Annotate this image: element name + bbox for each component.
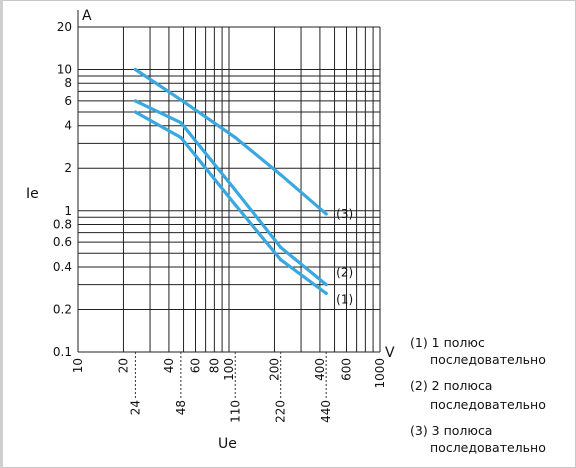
data-point-s1: [179, 135, 183, 140]
data-point-s3: [324, 212, 328, 216]
series-end-label: (1): [336, 292, 353, 306]
data-point-s2: [179, 121, 183, 125]
data-point-s2: [133, 99, 138, 103]
data-point-s3: [179, 98, 183, 102]
x-axis-title: Ue: [218, 436, 237, 452]
data-point-s1: [324, 291, 328, 295]
x-unit-label: V: [385, 345, 395, 361]
ref-value-label: 220: [274, 400, 288, 423]
y-tick-label: 4: [64, 119, 72, 133]
y-tick-label: 8: [64, 76, 72, 90]
x-tick-label: 100: [222, 358, 236, 381]
y-tick-label: 10: [57, 63, 72, 77]
x-tick-label: 10: [71, 358, 85, 373]
left-border: [0, 0, 3, 468]
y-tick-label: 0.4: [53, 260, 72, 274]
ref-value-label: 110: [228, 400, 242, 423]
y-tick-label: 20: [57, 20, 72, 34]
x-tick-label: 20: [116, 358, 130, 373]
data-point-s2: [279, 245, 283, 250]
legend-item-2-text: последовательно: [430, 397, 546, 412]
data-point-s2: [324, 283, 328, 287]
y-tick-label: 0.8: [53, 217, 72, 231]
data-point-s1: [233, 203, 237, 207]
x-tick-label: 80: [207, 358, 221, 373]
series-line-1: [133, 110, 328, 295]
legend-item-1-text: последовательно: [430, 352, 546, 367]
x-tick-label: 600: [340, 358, 354, 381]
x-tick-label: 40: [162, 358, 176, 373]
y-tick-label: 0.1: [53, 345, 72, 359]
legend-item-3-text: последовательно: [430, 440, 546, 455]
series-end-label: (3): [336, 207, 353, 221]
x-tick-label: 60: [189, 358, 203, 373]
legend-item-2-key: (2) 2 полюса: [410, 378, 493, 393]
data-point-s3: [279, 173, 283, 177]
x-tick-label: 1000: [373, 358, 387, 389]
y-tick-label: 0.6: [53, 235, 72, 249]
legend-item-1-key: (1) 1 полюс: [410, 335, 485, 350]
y-axis-title: Ie: [26, 186, 39, 202]
data-point-s2: [233, 188, 237, 192]
y-tick-label: 6: [64, 94, 72, 108]
y-tick-label: 1: [64, 204, 72, 218]
data-point-s1: [133, 110, 138, 114]
x-tick-label: 200: [267, 358, 281, 381]
y-tick-label: 2: [64, 161, 72, 175]
ref-value-label: 24: [128, 400, 142, 415]
data-point-s3: [133, 67, 138, 72]
data-point-s1: [279, 258, 283, 262]
data-point-s3: [233, 135, 237, 140]
legend-item-3-key: (3) 3 полюса: [410, 423, 493, 438]
series-end-label: (2): [336, 266, 353, 280]
x-tick-label: 400: [313, 358, 327, 381]
ref-value-label: 440: [319, 400, 333, 423]
ref-value-label: 48: [174, 400, 188, 415]
y-unit-label: A: [82, 8, 92, 24]
y-tick-label: 0.2: [53, 302, 72, 316]
